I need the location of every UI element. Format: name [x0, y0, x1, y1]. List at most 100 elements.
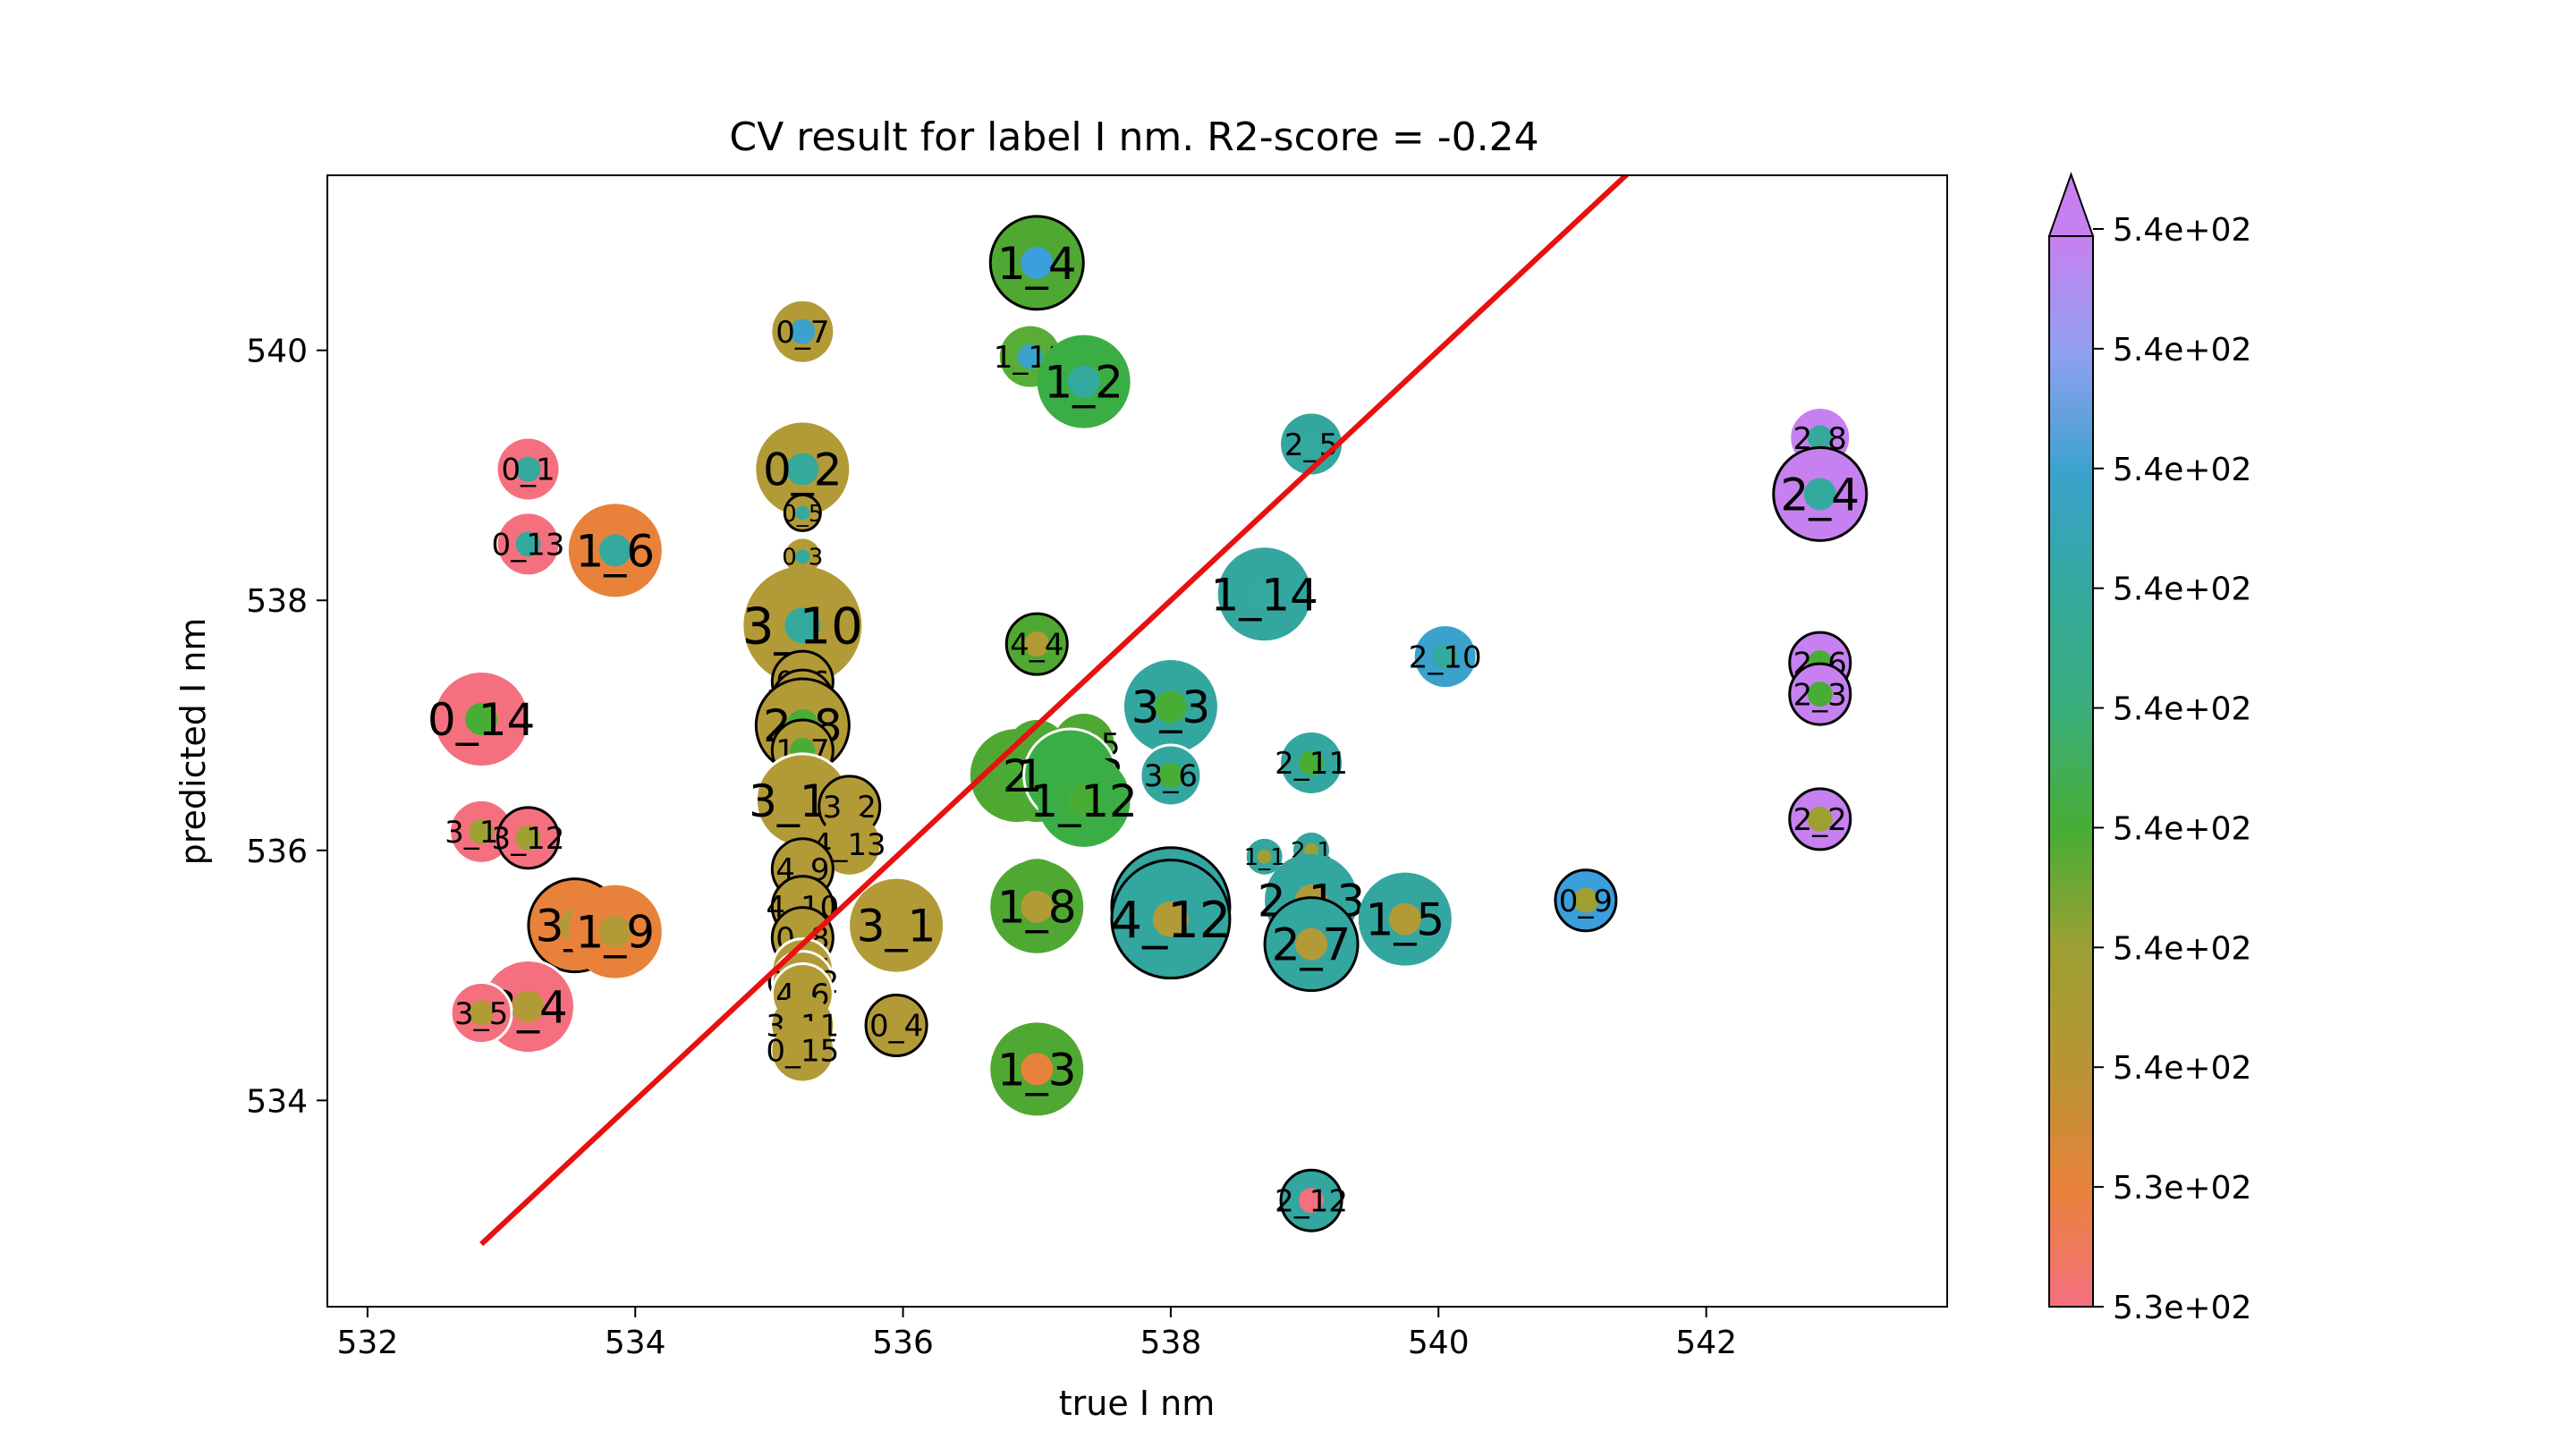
point-inner-marker: [512, 990, 545, 1023]
point-label: 1_6: [575, 525, 655, 577]
scatter-points: 1_40_71_111_22_50_1 0_22_82_40_50_13 1_6 0_…: [428, 215, 1868, 1232]
point-label: 2_11: [1275, 746, 1348, 782]
data-point: 0_1: [497, 438, 559, 500]
point-label: 1_2: [1044, 357, 1123, 409]
x-axis-label: true I nm: [1059, 1384, 1215, 1423]
colorbar-tick-label: 5.4e+02: [2113, 810, 2251, 847]
data-point: 1_12: [1030, 753, 1138, 847]
data-point: 2_4: [1772, 445, 1868, 542]
point-inner-marker: [1807, 806, 1833, 832]
point-inner-marker: [1157, 762, 1183, 788]
point-label: 2_3: [1793, 677, 1847, 713]
y-axis-label: predicted I nm: [174, 618, 213, 866]
point-label: 0_13: [492, 528, 565, 563]
point-label: 0_5: [782, 501, 823, 528]
data-point: 0_13: [492, 513, 565, 575]
colorbar-tick-label: 5.4e+02: [2113, 212, 2251, 249]
colorbar-tick-label: 5.4e+02: [2113, 1050, 2251, 1087]
y-tick-label: 540: [246, 334, 308, 370]
point-inner-marker: [790, 318, 816, 344]
point-inner-marker: [836, 793, 862, 819]
point-inner-marker: [1295, 927, 1328, 961]
point-label: 1_3: [997, 1044, 1077, 1096]
point-label: 2_4: [1781, 469, 1860, 521]
data-point: 0_2: [756, 422, 850, 516]
reference-line: [479, 175, 1631, 1247]
x-tick-label: 540: [1408, 1325, 1470, 1361]
colorbar: 5.3e+02 5.3e+02 5.4e+02 5.4e+02 5.4e+02 5.4e+…: [2047, 172, 2251, 1326]
x-tick-label: 532: [337, 1325, 399, 1361]
data-point: 2_2: [1788, 787, 1852, 851]
point-inner-marker: [1388, 902, 1421, 936]
y-axis-ticks: 534 536 538 540: [246, 334, 327, 1120]
point-label: 2_10: [1409, 639, 1482, 675]
data-point: 2_5: [1281, 413, 1343, 475]
data-point: 1_14: [1210, 547, 1318, 641]
x-tick-label: 538: [1140, 1325, 1202, 1361]
point-inner-marker: [515, 531, 541, 557]
x-tick-label: 534: [605, 1325, 666, 1361]
point-inner-marker: [465, 703, 498, 736]
point-inner-marker: [1152, 901, 1189, 937]
point-label: 4_4: [1010, 627, 1063, 663]
point-inner-marker: [790, 856, 816, 882]
data-point: 0_14: [428, 673, 535, 766]
data-point: 2_11: [1275, 732, 1348, 793]
colorbar-extend-arrow: [2047, 172, 2095, 237]
point-inner-marker: [795, 549, 810, 564]
colorbar-tick-label: 5.4e+02: [2113, 332, 2251, 368]
point-inner-marker: [836, 831, 862, 857]
point-inner-marker: [1021, 246, 1054, 279]
colorbar-tick-label: 5.3e+02: [2113, 1170, 2251, 1207]
data-point: 1_1: [1244, 838, 1285, 875]
point-label: 2_2: [1793, 802, 1847, 838]
point-inner-marker: [1299, 749, 1325, 775]
data-point: 3_5: [449, 981, 513, 1046]
y-tick-label: 534: [246, 1083, 308, 1120]
data-point: 4_13: [813, 813, 886, 875]
data-point: 1_3: [990, 1022, 1084, 1116]
x-tick-label: 542: [1675, 1325, 1737, 1361]
point-inner-marker: [1024, 631, 1050, 657]
data-point: 0_3: [782, 538, 823, 575]
data-point: 4_12: [1110, 859, 1232, 980]
data-point: 2_10: [1409, 626, 1482, 688]
data-point: 0_4: [864, 993, 928, 1057]
data-point: 3_12: [492, 806, 565, 870]
point-inner-marker: [1572, 887, 1598, 913]
point-label: 1_8: [997, 882, 1077, 934]
point-inner-marker: [795, 505, 810, 521]
x-axis-ticks: 532 534 536 538 540 542: [337, 1307, 1737, 1361]
data-point: 2_7: [1263, 896, 1360, 993]
point-inner-marker: [1299, 1188, 1325, 1214]
colorbar-tick-label: 5.4e+02: [2113, 930, 2251, 967]
point-inner-marker: [1807, 425, 1833, 451]
point-label: 1_1: [1244, 844, 1285, 871]
data-point: 1_2: [1037, 334, 1131, 428]
point-label: 3_12: [492, 821, 565, 857]
point-label: 1_9: [575, 907, 655, 959]
data-point: 3_15: [749, 752, 857, 849]
data-point: 4_4: [1004, 612, 1069, 676]
point-label: 0_7: [775, 315, 829, 351]
point-inner-marker: [880, 909, 913, 942]
x-tick-label: 536: [872, 1325, 934, 1361]
colorbar-tick-label: 5.4e+02: [2113, 691, 2251, 728]
point-label: 1_14: [1210, 569, 1318, 621]
point-inner-marker: [469, 818, 495, 844]
y-tick-label: 536: [246, 834, 308, 870]
point-inner-marker: [598, 915, 631, 948]
point-inner-marker: [515, 825, 541, 851]
point-inner-marker: [1017, 343, 1043, 369]
point-inner-marker: [1432, 644, 1458, 670]
point-inner-marker: [1154, 690, 1187, 724]
point-label: 0_2: [763, 444, 843, 495]
point-label: 3_3: [1131, 682, 1211, 733]
point-label: 0_4: [869, 1009, 923, 1045]
point-inner-marker: [469, 1000, 495, 1026]
point-inner-marker: [1067, 365, 1100, 398]
point-inner-marker: [790, 1037, 816, 1063]
data-point: 3_10: [742, 566, 863, 685]
chart-title: CV result for label I nm. R2-score = -0.…: [729, 114, 1538, 160]
